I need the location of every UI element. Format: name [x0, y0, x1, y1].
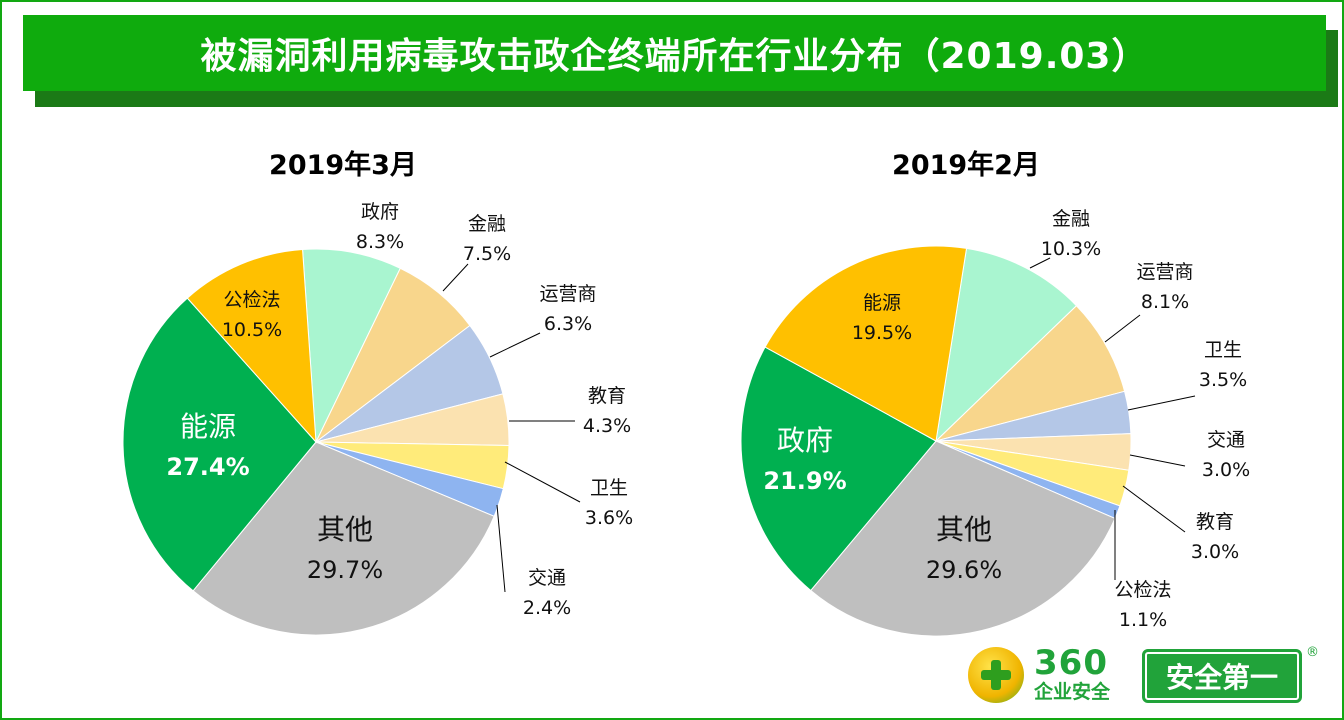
- data-label: 政府 21.9%: [763, 424, 847, 495]
- data-label: 其他 29.7%: [306, 513, 384, 584]
- leader-line-feb-finance: [1029, 257, 1051, 269]
- leader-line-march-transport: [496, 504, 506, 593]
- data-label: 卫生 3.6%: [584, 477, 634, 529]
- registered-mark: ®: [1306, 645, 1319, 660]
- data-label: 卫生 3.5%: [1198, 339, 1248, 391]
- pie-slice-政府: [302, 248, 401, 444]
- slide-title: 被漏洞利用病毒攻击政企终端所在行业分布（2019.03）: [23, 15, 1326, 91]
- data-label: 运营商 6.3%: [539, 283, 597, 335]
- data-label: 交通 3.0%: [1201, 429, 1251, 481]
- data-label: 运营商 8.1%: [1136, 261, 1194, 313]
- leader-line-feb-telecom: [1104, 314, 1141, 343]
- leader-lines: [442, 257, 1196, 593]
- pie-february: [740, 245, 1132, 637]
- pie-march: [122, 248, 510, 636]
- pie-slice-运营商: [934, 305, 1126, 442]
- chart-title-march: 2019年3月: [269, 150, 417, 181]
- leader-line-feb-education: [1122, 485, 1186, 533]
- 360-logo-icon: [968, 647, 1024, 703]
- leader-line-march-telecom: [489, 332, 541, 358]
- pie-slice-能源: [764, 245, 968, 442]
- leader-line-feb-health: [1127, 395, 1196, 411]
- pie-slice-公检法: [186, 248, 317, 444]
- leader-line-march-finance: [442, 263, 469, 292]
- logo-sub: 企业安全: [1034, 681, 1111, 703]
- logo-slogan: 安全第一: [1142, 649, 1302, 703]
- data-label: 金融 10.3%: [1040, 208, 1102, 260]
- data-label: 交通 2.4%: [522, 567, 572, 619]
- logo-brand: 360: [1034, 643, 1108, 683]
- pie-slice-其他: [192, 441, 495, 636]
- data-label: 教育 3.0%: [1190, 511, 1240, 563]
- pie-slice-其他: [810, 440, 1116, 637]
- brand-logo: 360 企业安全 安全第一 ®: [962, 645, 1332, 707]
- data-label: 其他 29.6%: [925, 513, 1003, 584]
- leader-line-feb-transport: [1129, 454, 1186, 467]
- pie-slice-能源: [122, 297, 317, 592]
- leader-line-march-health: [504, 461, 581, 503]
- data-label: 公检法 1.1%: [1114, 579, 1172, 631]
- data-label: 金融 7.5%: [462, 213, 512, 265]
- data-label: 政府 8.3%: [355, 201, 405, 253]
- pie-slice-金融: [935, 247, 1078, 443]
- data-label: 能源 27.4%: [166, 410, 250, 481]
- data-label: 能源 19.5%: [851, 292, 913, 344]
- data-label: 教育 4.3%: [582, 385, 632, 437]
- chart-title-february: 2019年2月: [892, 150, 1040, 181]
- pie-slice-政府: [740, 346, 937, 592]
- data-label: 公检法 10.5%: [221, 289, 283, 341]
